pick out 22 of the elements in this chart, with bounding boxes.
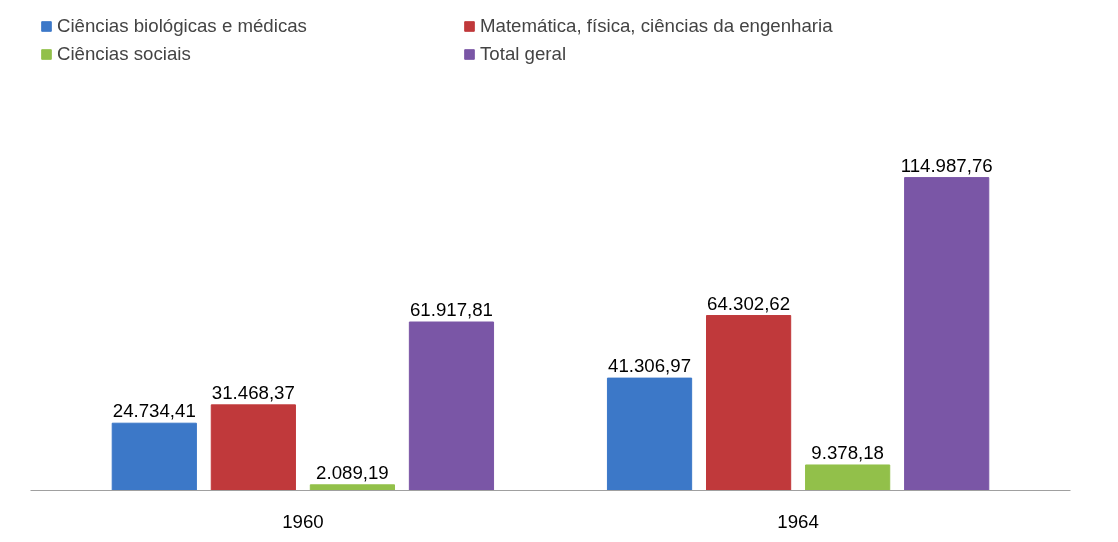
bar [309,484,395,491]
bar [210,404,296,491]
x-tick-label: 1960 [282,510,324,532]
bar [805,464,891,491]
bar [904,177,990,491]
data-label: 9.378,18 [811,441,884,463]
bar [408,321,495,491]
data-label: 24.734,41 [112,400,196,422]
bar [111,422,197,491]
legend-label: Total geral [480,43,568,65]
legend-label: Ciências biológicas e médicas [57,15,308,37]
legend-label: Matemática, física, ciências da engenharia [480,15,834,37]
bar [606,377,693,491]
data-label: 2.089,19 [316,461,389,483]
data-label: 61.917,81 [409,299,493,321]
bar [706,315,792,491]
legend-label: Ciências sociais [57,43,192,65]
x-tick-label: 1964 [777,510,819,532]
data-label: 41.306,97 [608,355,692,377]
data-label: 31.468,37 [211,381,295,403]
data-label: 114.987,76 [900,154,993,176]
data-label: 64.302,62 [707,292,791,314]
